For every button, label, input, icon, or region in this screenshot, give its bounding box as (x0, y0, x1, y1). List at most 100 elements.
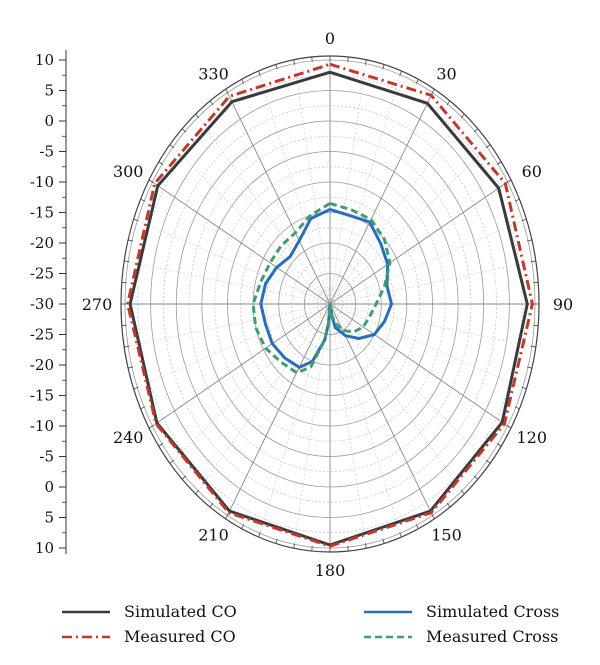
rim-tick (514, 406, 520, 410)
radial-tick-label: -30 (30, 295, 54, 313)
rim-tick (225, 514, 229, 519)
rim-tick (209, 100, 214, 106)
rim-tick (293, 543, 295, 549)
rim-tick (195, 113, 200, 119)
rim-tick (158, 161, 164, 165)
radial-tick-label: -10 (30, 173, 54, 191)
rim-tick (365, 543, 367, 549)
rim-tick (133, 218, 139, 222)
angle-label: 90 (553, 295, 573, 314)
radial-tick-label: 5 (44, 509, 54, 527)
angle-label: 240 (113, 428, 144, 447)
rim-tick (241, 524, 245, 529)
rim-tick (241, 79, 245, 84)
rim-tick (496, 161, 502, 165)
rim-tick (140, 406, 146, 410)
rim-tick (365, 59, 367, 65)
rim-tick (530, 260, 536, 263)
rim-tick (526, 366, 532, 369)
angle-label: 30 (436, 65, 456, 84)
rim-tick (460, 113, 465, 119)
rim-tick (431, 514, 435, 519)
radial-axis: 10 5 0 -5 -10 -15 -20 -25 -30 -25 -20 -15 -10 -5 0 5 10 (30, 50, 67, 557)
radial-tick-label: 5 (44, 82, 54, 100)
grid-spoke (137, 303, 331, 388)
angle-label: 120 (517, 428, 548, 447)
rim-tick (209, 502, 214, 508)
angle-label: 300 (113, 162, 144, 181)
rim-tick (293, 59, 295, 65)
radial-tick-label: 10 (35, 539, 54, 557)
angle-label: 150 (431, 525, 462, 544)
angle-label: 0 (325, 29, 335, 48)
rim-tick (415, 524, 419, 529)
rim-tick (225, 89, 229, 94)
rim-tick (169, 459, 174, 464)
rim-tick (514, 198, 520, 202)
angle-label: 210 (198, 525, 229, 544)
rim-tick (399, 532, 402, 538)
rim-tick (258, 532, 261, 538)
rim-tick (530, 345, 536, 348)
rim-tick (486, 144, 491, 149)
grid-spoke (329, 303, 433, 516)
rim-tick (399, 70, 402, 76)
grid-spoke (227, 303, 331, 516)
angle-label: 60 (522, 162, 542, 181)
grid-spoke (152, 303, 331, 427)
rim-tick (460, 489, 465, 495)
grid-spoke (227, 92, 331, 305)
grid-spoke (329, 63, 366, 305)
rim-tick (128, 366, 134, 369)
rim-tick (124, 345, 130, 348)
grid-spoke (329, 220, 523, 305)
radial-tick-label: -15 (30, 387, 54, 405)
radial-tick-label: -20 (30, 356, 54, 374)
rim-tick (521, 218, 527, 222)
rim-tick (506, 179, 512, 183)
grid-spoke (329, 303, 366, 545)
grid-spoke (329, 92, 433, 305)
grid-spoke (137, 220, 331, 305)
legend-label: Measured CO (124, 627, 236, 646)
rim-tick (431, 89, 435, 94)
radial-tick-label: -5 (39, 448, 54, 466)
grid-spoke (329, 181, 508, 305)
radial-tick-label: -10 (30, 417, 54, 435)
grid-spoke (172, 146, 331, 305)
rim-tick (133, 386, 139, 390)
radial-tick-label: 10 (35, 51, 54, 69)
legend-label: Measured Cross (426, 627, 558, 646)
rim-tick (446, 100, 451, 106)
rim-tick (169, 144, 174, 149)
rim-tick (181, 475, 187, 480)
rim-tick (382, 538, 385, 544)
angle-label: 330 (198, 65, 229, 84)
series-layer (126, 62, 534, 548)
legend: Simulated CO Measured CO Simulated Cross Me… (62, 602, 559, 646)
angle-labels: 0 30 60 90 120 150 180 210 240 270 300 330 (82, 29, 573, 580)
rim-tick (195, 489, 200, 495)
grid-spoke (294, 63, 331, 305)
rim-tick (496, 443, 502, 447)
rim-tick (140, 198, 146, 202)
grid-spoke (152, 181, 331, 305)
legend-label: Simulated Cross (426, 602, 559, 621)
rim-tick (521, 386, 527, 390)
radial-tick-label: 0 (44, 112, 54, 130)
angle-label: 180 (315, 561, 346, 580)
rim-tick (526, 239, 532, 242)
polar-grid (120, 55, 540, 553)
rim-tick (473, 128, 479, 133)
grid-spoke (329, 303, 523, 388)
radial-tick-label: -25 (30, 265, 54, 283)
rim-tick (128, 239, 134, 242)
rim-tick (415, 79, 419, 84)
rim-tick (148, 179, 154, 183)
rim-tick (473, 475, 479, 480)
rim-tick (148, 425, 154, 429)
rim-tick (124, 260, 130, 263)
grid-spoke (329, 146, 488, 305)
rim-tick (158, 443, 164, 447)
